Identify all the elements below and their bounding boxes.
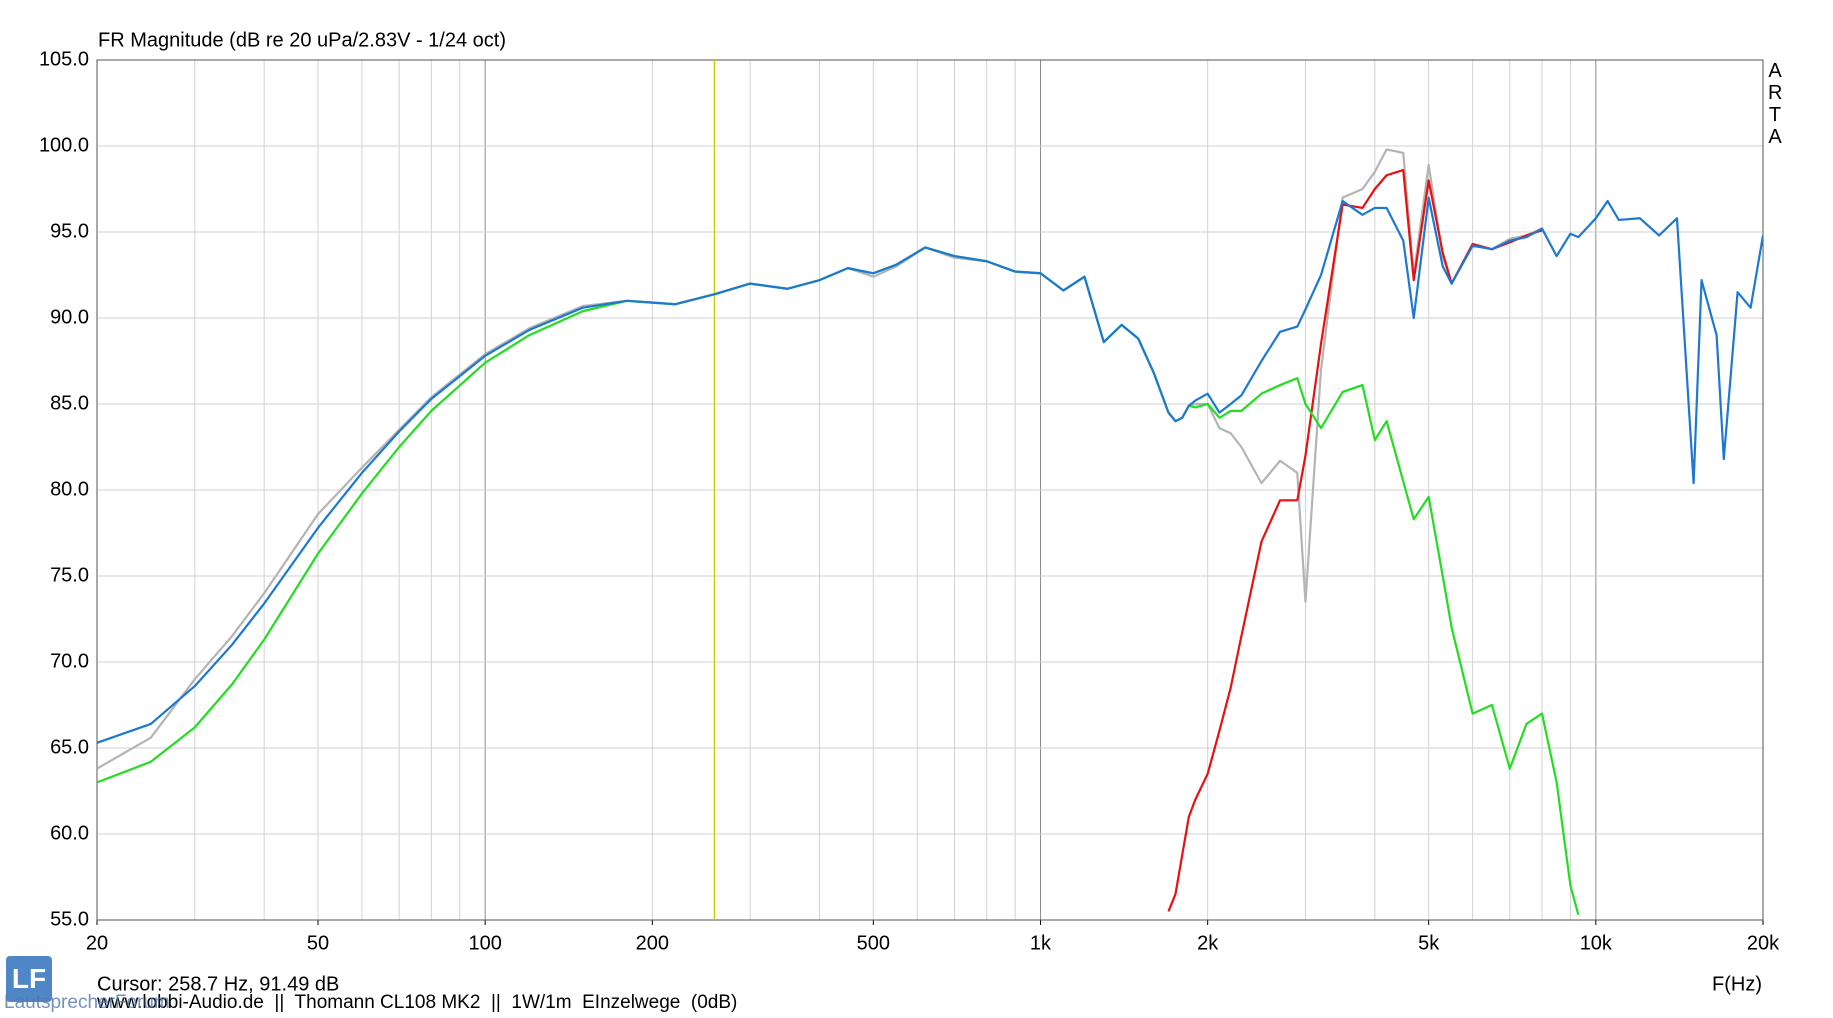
chart-title: FR Magnitude (dB re 20 uPa/2.83V - 1/24 …: [98, 29, 506, 51]
watermark: LautsprecherForum: [4, 992, 170, 1013]
logo: LF: [6, 956, 52, 1002]
cursor-readout: Cursor: 258.7 Hz, 91.49 dB: [97, 973, 339, 995]
x-tick-label: 10k: [1580, 932, 1613, 954]
series-line: [97, 246, 1580, 916]
x-tick-label: 20: [86, 932, 108, 954]
x-tick-label: 1k: [1030, 932, 1052, 954]
series-line: [1167, 168, 1543, 912]
y-tick-label: 65.0: [50, 736, 89, 758]
x-axis-label: F(Hz): [1712, 973, 1762, 995]
y-tick-label: 75.0: [50, 564, 89, 586]
x-tick-label: 2k: [1197, 932, 1219, 954]
y-tick-label: 90.0: [50, 306, 89, 328]
y-tick-label: 70.0: [50, 650, 89, 672]
y-tick-label: 85.0: [50, 392, 89, 414]
x-tick-label: 5k: [1418, 932, 1440, 954]
y-tick-label: 105.0: [39, 48, 89, 70]
footer: www.lobbi-Audio.de || Thomann CL108 MK2 …: [97, 992, 738, 1013]
x-tick-label: 200: [636, 932, 669, 954]
x-tick-label: 100: [468, 932, 501, 954]
y-tick-label: 55.0: [50, 908, 89, 930]
y-tick-label: 80.0: [50, 478, 89, 500]
x-tick-label: 500: [857, 932, 890, 954]
x-tick-label: 20k: [1747, 932, 1780, 954]
series-line: [97, 196, 1763, 744]
y-tick-label: 100.0: [39, 134, 89, 156]
side-label: ARTA: [1768, 60, 1783, 148]
y-tick-label: 60.0: [50, 822, 89, 844]
x-tick-label: 50: [307, 932, 329, 954]
y-tick-label: 95.0: [50, 220, 89, 242]
plot-frame: [96, 59, 1764, 921]
